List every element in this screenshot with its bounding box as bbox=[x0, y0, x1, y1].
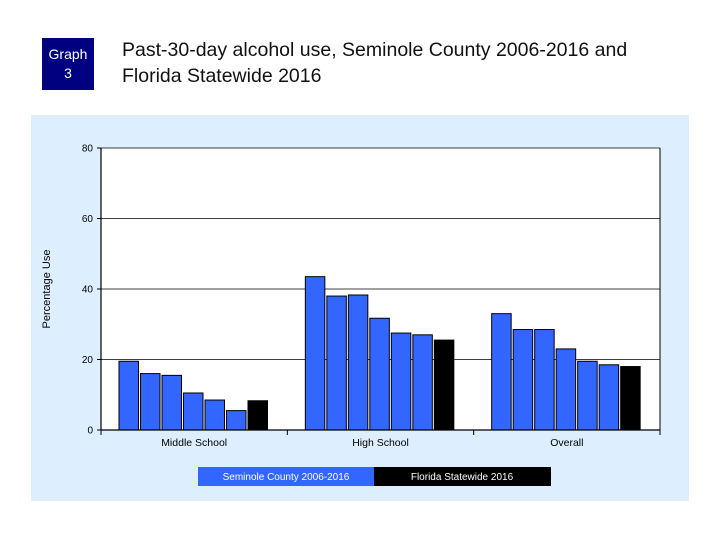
chart-title: Past-30-day alcohol use, Seminole County… bbox=[122, 37, 682, 89]
bar-seminole-county bbox=[183, 392, 204, 431]
x-category-label: High School bbox=[352, 437, 409, 449]
bar-seminole-county bbox=[118, 360, 139, 431]
bar-seminole-county bbox=[534, 329, 555, 431]
bar-seminole-county bbox=[598, 364, 620, 431]
legend-swatch-seminole-county bbox=[198, 467, 374, 486]
bar-seminole-county bbox=[491, 313, 512, 431]
bar-seminole-county bbox=[326, 295, 347, 431]
bar-seminole-county bbox=[512, 329, 534, 431]
chart-title-line-2: Florida Statewide 2016 bbox=[122, 65, 322, 87]
legend-label-seminole-county: Seminole County 2006-2016 bbox=[223, 472, 350, 483]
bar-seminole-county bbox=[577, 360, 598, 431]
y-axis-label: Percentage Use bbox=[41, 250, 53, 329]
graph-badge-number: 3 bbox=[64, 65, 72, 81]
chart-title-line-1: Past-30-day alcohol use, Seminole County… bbox=[122, 39, 628, 61]
y-tick-label: 80 bbox=[82, 144, 94, 155]
bar-seminole-county bbox=[390, 332, 412, 431]
legend-swatch-florida-statewide bbox=[374, 467, 551, 486]
graph-number-badge: Graph 3 bbox=[42, 38, 94, 90]
bar-seminole-county bbox=[347, 294, 369, 431]
bar-seminole-county bbox=[412, 334, 433, 431]
legend-label-florida-statewide: Florida Statewide 2016 bbox=[411, 472, 514, 483]
y-tick-label: 20 bbox=[82, 355, 94, 366]
bar-seminole-county bbox=[140, 373, 161, 431]
bar-seminole-county bbox=[161, 374, 182, 431]
y-tick-label: 60 bbox=[82, 214, 94, 225]
x-category-label: Middle School bbox=[161, 437, 227, 449]
y-tick-label: 0 bbox=[87, 426, 93, 437]
bar-seminole-county bbox=[369, 317, 390, 431]
y-tick-label: 40 bbox=[82, 285, 94, 296]
bar-florida-statewide bbox=[247, 400, 268, 431]
bar-seminole-county bbox=[204, 399, 225, 431]
x-category-label: Overall bbox=[550, 437, 583, 449]
bar-florida-statewide bbox=[620, 366, 641, 431]
bar-seminole-county bbox=[226, 410, 247, 431]
bar-seminole-county bbox=[304, 276, 326, 431]
bar-florida-statewide bbox=[433, 339, 455, 431]
bar-seminole-county bbox=[555, 348, 577, 431]
graph-badge-label: Graph bbox=[48, 46, 88, 62]
